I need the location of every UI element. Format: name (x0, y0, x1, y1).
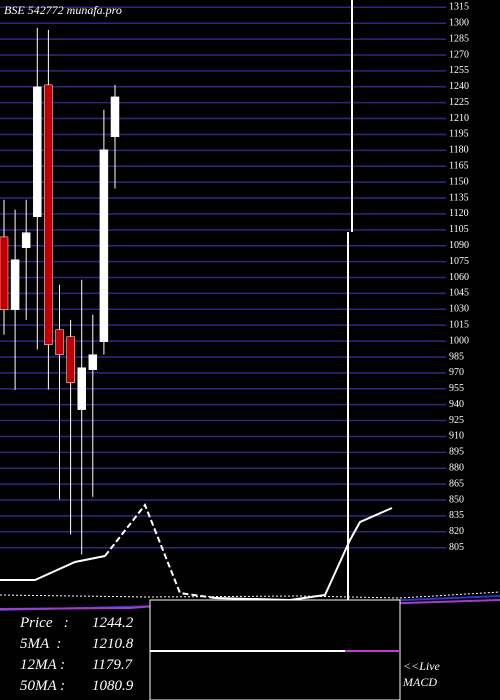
stat-value: 1244.2 (92, 615, 134, 631)
stat-label: Price : (19, 615, 69, 631)
y-tick-label: 1030 (449, 304, 469, 315)
candle-body (77, 367, 86, 410)
y-tick-label: 1180 (449, 145, 469, 156)
y-tick-label: 820 (449, 526, 464, 537)
y-tick-label: 910 (449, 431, 464, 442)
candle-body (0, 236, 9, 310)
y-tick-label: 955 (449, 383, 464, 394)
y-tick-label: 1120 (449, 208, 469, 219)
candle-body (10, 259, 20, 310)
y-tick-label: 895 (449, 447, 464, 458)
y-tick-label: 1090 (449, 240, 469, 251)
y-tick-label: 940 (449, 399, 464, 410)
y-tick-label: 1210 (449, 113, 469, 124)
candles (0, 27, 120, 555)
y-tick-label: 805 (449, 542, 464, 553)
stat-label: 50MA : (20, 678, 65, 694)
stat-value: 1080.9 (92, 678, 134, 694)
y-tick-label: 970 (449, 367, 464, 378)
candle-body (33, 86, 42, 218)
y-tick-label: 1315 (449, 2, 469, 13)
y-tick-label: 1000 (449, 335, 469, 346)
y-tick-label: 1135 (449, 192, 469, 203)
y-tick-label: 925 (449, 415, 464, 426)
stat-value: 1210.8 (92, 636, 134, 652)
candle-body (21, 232, 31, 248)
y-tick-label: 1195 (449, 129, 469, 140)
stat-label: 5MA : (20, 636, 61, 652)
candle-body (55, 329, 64, 355)
candle-body (44, 84, 53, 345)
candle-body (99, 149, 109, 342)
candle-body (110, 96, 120, 138)
y-tick-label: 985 (449, 351, 464, 362)
live-label: <<Live (403, 659, 441, 673)
ma-line (0, 555, 106, 581)
y-tick-label: 865 (449, 478, 464, 489)
y-tick-label: 880 (449, 463, 464, 474)
y-tick-label: 1060 (449, 272, 469, 283)
y-tick-label: 1285 (449, 33, 469, 44)
ma-line (104, 503, 216, 599)
title: BSE 542772 munafa.pro (4, 3, 122, 17)
candle-body (88, 354, 98, 370)
y-tick-label: 1105 (449, 224, 469, 235)
grid: 805 820 835 850 865 880 895 910 925 940 955 970 985 1… (0, 2, 469, 553)
y-tick-label: 1015 (449, 319, 469, 330)
y-tick-label: 835 (449, 510, 464, 521)
y-tick-label: 1045 (449, 288, 469, 299)
y-tick-label: 1240 (449, 81, 469, 92)
macd-label: MACD (402, 675, 437, 689)
y-tick-label: 1225 (449, 97, 469, 108)
stats: Price : 1244.2 5MA : 1210.8 12MA : 1179.7 50MA… (19, 615, 134, 694)
y-tick-label: 1255 (449, 65, 469, 76)
signal-line (0, 591, 500, 599)
stat-value: 1179.7 (92, 657, 134, 673)
y-tick-label: 1270 (449, 49, 469, 60)
stat-label: 12MA : (20, 657, 65, 673)
y-tick-label: 1150 (449, 176, 469, 187)
y-tick-label: 850 (449, 494, 464, 505)
y-tick-label: 1300 (449, 17, 469, 28)
candle-body (66, 336, 75, 383)
y-tick-label: 1075 (449, 256, 469, 267)
y-tick-label: 1165 (449, 161, 469, 172)
